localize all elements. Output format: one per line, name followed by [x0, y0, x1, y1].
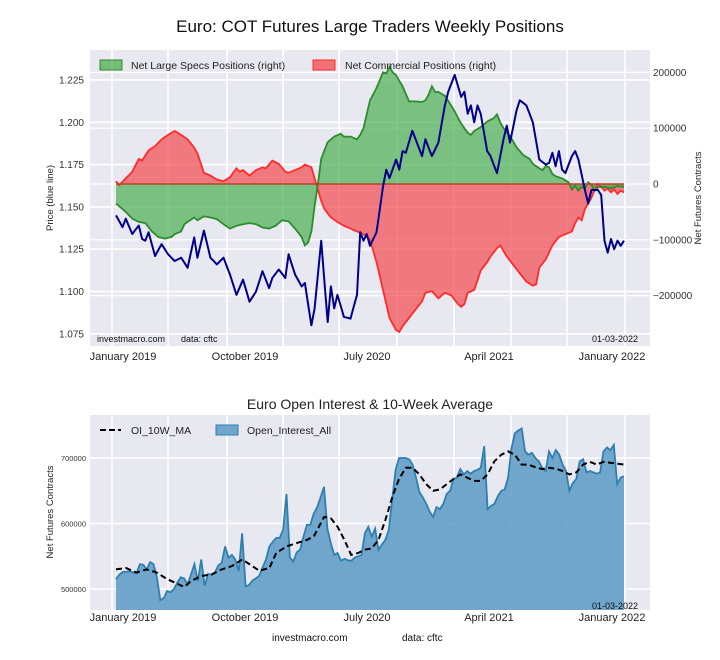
y-tick-label: 600000 [61, 520, 86, 529]
x-tick-label: January 2019 [90, 612, 157, 624]
legend-swatch-oi [215, 424, 239, 436]
right-tick-label: −200000 [653, 291, 693, 302]
left-tick-label: 1.225 [59, 76, 84, 87]
right-axis-label: Net Futures Contracts [693, 151, 704, 244]
x-tick-label: January 2019 [90, 351, 157, 363]
footer-source: investmacro.com [272, 633, 348, 644]
bottom-lines [115, 450, 625, 589]
left-tick-label: 1.125 [59, 245, 84, 256]
chart-title: Euro: COT Futures Large Traders Weekly P… [176, 17, 564, 36]
x-tick-label: January 2022 [579, 351, 646, 363]
left-tick-label: 1.200 [59, 118, 84, 129]
x-tick-label: April 2021 [464, 612, 514, 624]
x-tick-label: January 2022 [579, 612, 646, 624]
right-tick-label: 100000 [653, 124, 687, 135]
oi-10w-ma-line [115, 450, 625, 589]
data-note: data: cftc [181, 334, 218, 344]
date-note: 01-03-2022 [592, 334, 638, 344]
legend-swatch-specs [99, 59, 123, 71]
open-interest-line [115, 427, 625, 602]
bottom-plot: 700000 600000 500000 Net Futures Contrac… [45, 415, 650, 624]
bottom-y-axis: 700000 600000 500000 Net Futures Contrac… [45, 454, 86, 594]
oi-date-note: 01-03-2022 [592, 601, 638, 611]
commercial-area [116, 131, 624, 332]
top-position-areas [115, 64, 625, 334]
bottom-x-axis: January 2019 October 2019 July 2020 Apri… [90, 612, 646, 624]
top-legend: Net Large Specs Positions (right) Net Co… [99, 59, 496, 72]
top-left-axis: 1.225 1.200 1.175 1.150 1.125 1.100 1.07… [45, 76, 84, 341]
x-tick-label: April 2021 [464, 351, 514, 363]
specs-area [116, 66, 624, 246]
x-tick-label: October 2019 [212, 612, 279, 624]
left-axis-label: Price (blue line) [45, 165, 56, 231]
source-note: investmacro.com [97, 334, 165, 344]
bottom-legend: OI_10W_MA Open_Interest_All [100, 424, 331, 437]
right-tick-label: −100000 [653, 235, 693, 246]
top-plot: 1.225 1.200 1.175 1.150 1.125 1.100 1.07… [45, 50, 704, 363]
top-right-axis: 200000 100000 0 −100000 −200000 Net Futu… [653, 68, 704, 302]
x-tick-label: July 2020 [343, 612, 390, 624]
right-tick-label: 200000 [653, 68, 687, 79]
x-tick-label: July 2020 [343, 351, 390, 363]
legend-label-oi: Open_Interest_All [247, 425, 331, 437]
legend-label-commercial: Net Commercial Positions (right) [345, 60, 496, 72]
y-tick-label: 700000 [61, 454, 86, 463]
price-line [115, 73, 625, 327]
left-tick-label: 1.075 [59, 329, 84, 340]
left-tick-label: 1.150 [59, 202, 84, 213]
y-axis-label: Net Futures Contracts [45, 465, 56, 558]
legend-label-ma: OI_10W_MA [131, 425, 191, 437]
y-tick-label: 500000 [61, 585, 86, 594]
top-lines [115, 73, 625, 327]
specs-line [115, 64, 625, 247]
footer-data: data: cftc [402, 633, 443, 644]
right-tick-label: 0 [653, 180, 659, 191]
bottom-oi-area [115, 427, 625, 610]
left-tick-label: 1.100 [59, 287, 84, 298]
x-tick-label: October 2019 [212, 351, 279, 363]
legend-label-specs: Net Large Specs Positions (right) [131, 60, 285, 72]
top-x-axis: January 2019 October 2019 July 2020 Apri… [90, 351, 646, 363]
left-tick-label: 1.175 [59, 160, 84, 171]
commercial-line [115, 129, 625, 334]
legend-swatch-commercial [312, 59, 336, 71]
open-interest-area [116, 428, 624, 610]
oi-chart-title: Euro Open Interest & 10-Week Average [247, 396, 493, 412]
